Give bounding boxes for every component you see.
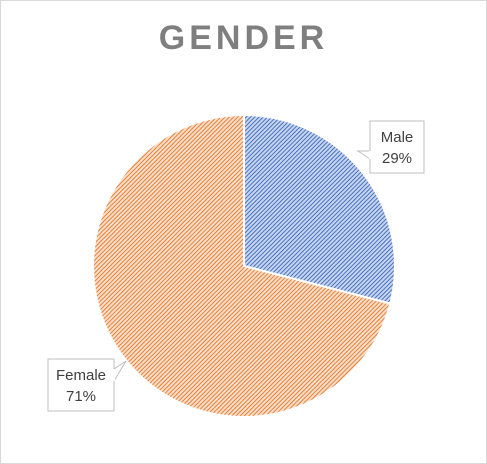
data-label-value: 29% bbox=[382, 150, 412, 167]
data-label-pointer bbox=[356, 150, 371, 160]
data-label-value: 71% bbox=[66, 388, 96, 405]
data-label-category: Female bbox=[56, 367, 106, 384]
pie-slice-male bbox=[243, 113, 396, 305]
data-label-category: Male bbox=[381, 129, 414, 146]
data-label-male: Male 29% bbox=[356, 120, 425, 174]
pie-slice-female bbox=[92, 113, 392, 418]
data-label-box bbox=[47, 358, 115, 412]
data-label-box bbox=[369, 120, 425, 174]
data-label-female: Female 71% bbox=[47, 358, 127, 412]
data-label-pointer bbox=[113, 360, 127, 383]
chart-title: GENDER bbox=[158, 19, 329, 57]
